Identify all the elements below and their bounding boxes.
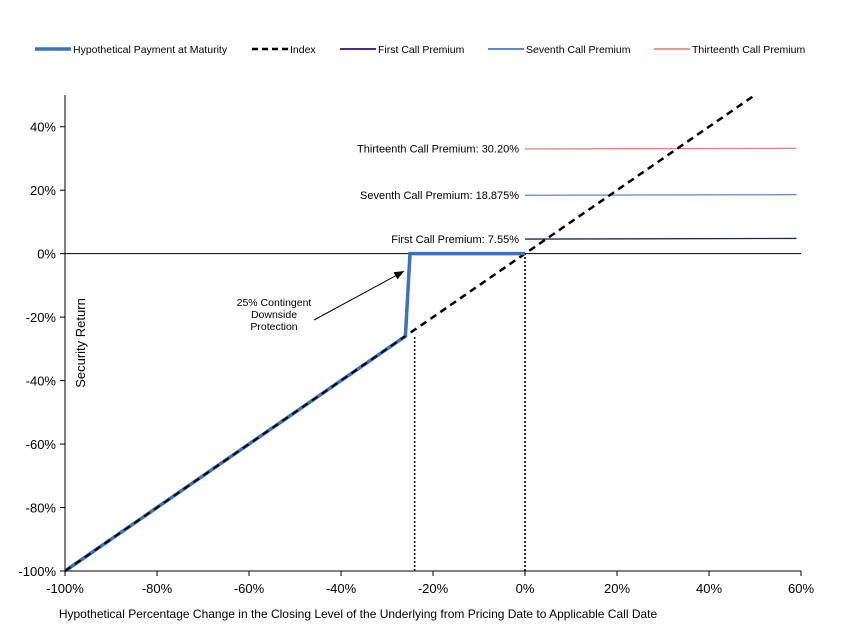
x-tick-label: -40% (326, 581, 357, 596)
series-line-thirteenth-call-premium (524, 147, 797, 150)
plot-area: -100% -80% -60% -40% -20% 0% 20% 40% -100% -80% -6… (18, 93, 814, 596)
x-tick-label: -60% (234, 581, 265, 596)
y-tick-label: -20% (26, 310, 57, 325)
y-tick-label: -40% (26, 374, 57, 389)
x-tick-label: -20% (418, 581, 449, 596)
y-tick-label: 0% (37, 247, 56, 262)
annotation-text: 25% Contingent (237, 297, 312, 309)
x-tick-label: -100% (46, 581, 84, 596)
legend-label: Hypothetical Payment at Maturity (73, 44, 228, 56)
x-axis-label: Hypothetical Percentage Change in the Cl… (59, 607, 658, 621)
x-tick-label: 0% (516, 581, 535, 596)
annotation-text: Downside (251, 309, 297, 321)
annotation-text: Protection (250, 321, 297, 333)
y-tick-label: -80% (26, 501, 57, 516)
series-line-index-overlay (64, 335, 406, 572)
premium-label: Seventh Call Premium: 18.875% (360, 190, 519, 202)
premium-label: Thirteenth Call Premium: 30.20% (357, 144, 519, 156)
series-line-first-call-premium (524, 237, 797, 240)
y-tick-label: -60% (26, 437, 57, 452)
legend-label: Seventh Call Premium (526, 44, 631, 56)
y-tick-label: 40% (30, 120, 56, 135)
premium-label: First Call Premium: 7.55% (391, 234, 519, 246)
annotation-arrow (313, 271, 405, 321)
y-tick-label: 20% (30, 183, 56, 198)
y-axis-label: Security Return (73, 298, 88, 388)
y-tick-label: -100% (18, 564, 56, 579)
legend-label: First Call Premium (378, 44, 465, 56)
x-tick-label: 20% (604, 581, 630, 596)
legend: Hypothetical Payment at Maturity Index Fir… (35, 44, 805, 56)
legend-label: Index (290, 44, 316, 56)
series-line-index (64, 93, 756, 573)
x-tick-label: 40% (696, 581, 722, 596)
legend-label: Thirteenth Call Premium (692, 44, 805, 56)
x-tick-label: -80% (142, 581, 173, 596)
x-tick-label: 60% (788, 581, 814, 596)
series-line-seventh-call-premium (524, 193, 797, 196)
